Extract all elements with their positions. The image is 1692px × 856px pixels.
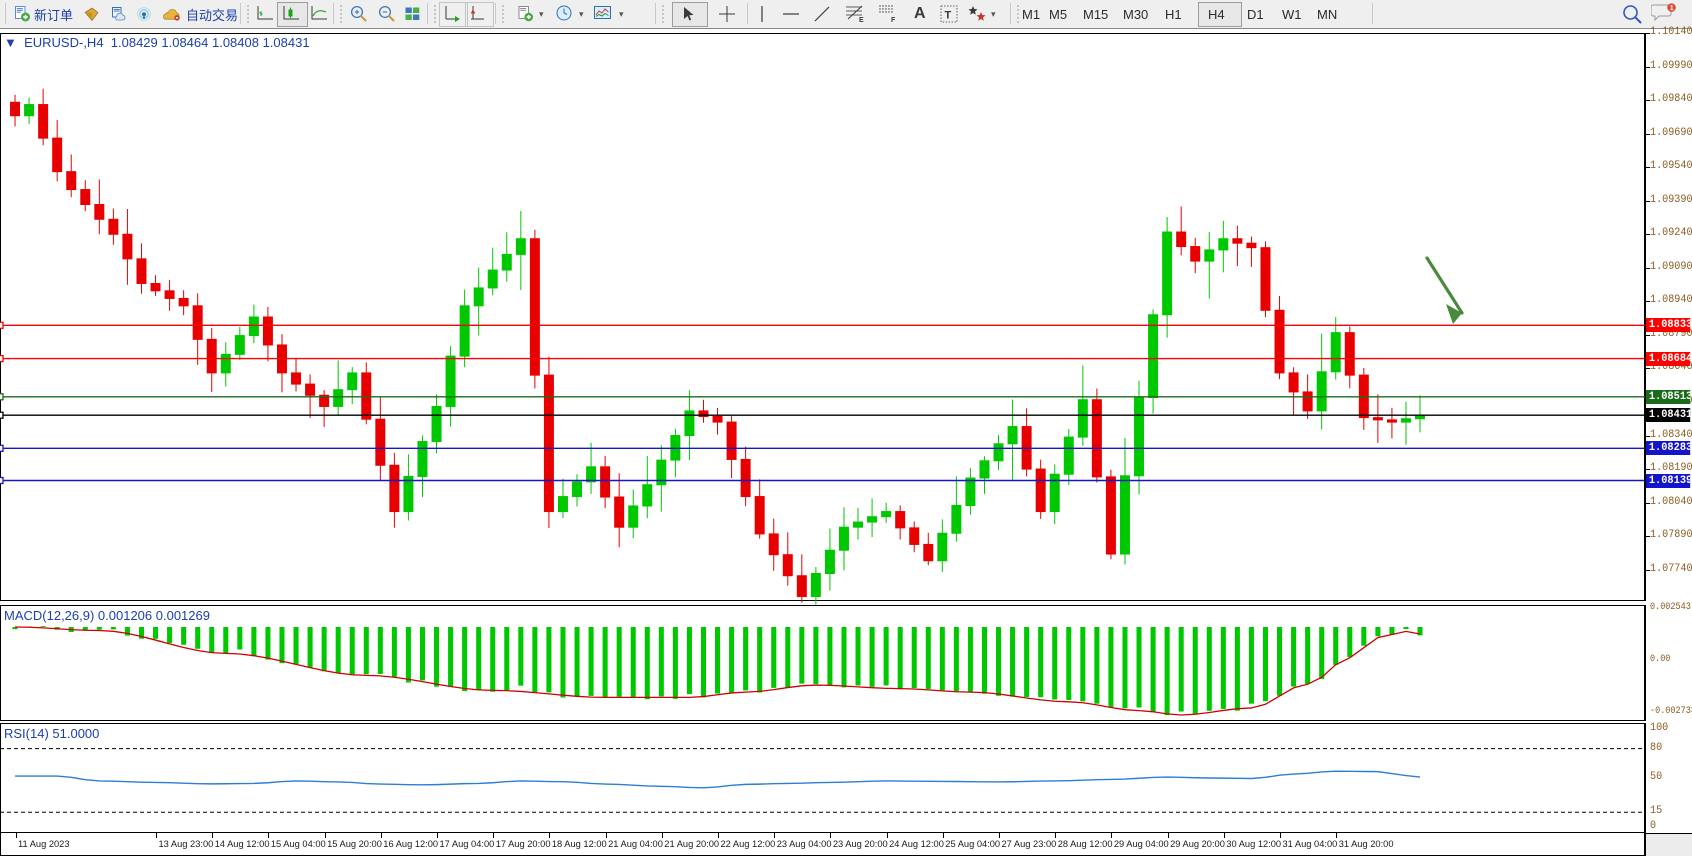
- svg-text:F: F: [891, 17, 896, 23]
- svg-text:1: 1: [1670, 5, 1674, 12]
- svg-text:E: E: [859, 17, 864, 23]
- svg-text:T: T: [945, 10, 952, 22]
